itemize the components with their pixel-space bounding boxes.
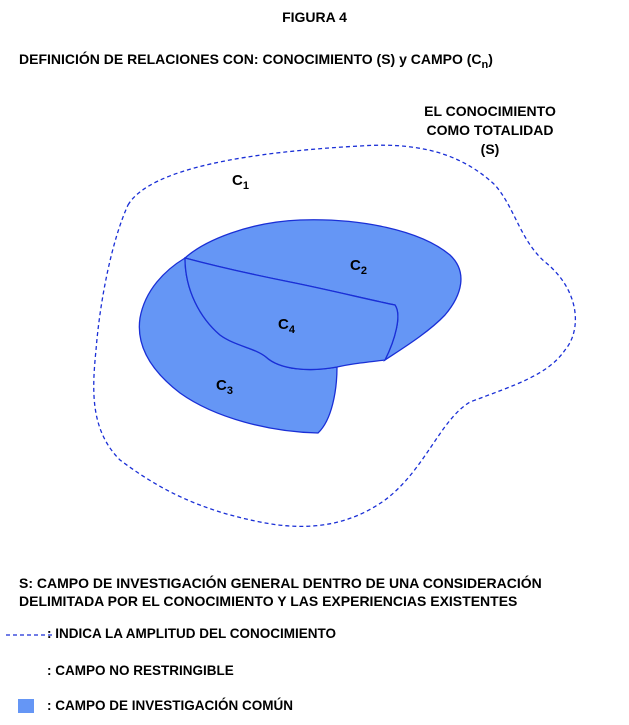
- subtitle-main: DEFINICIÓN DE RELACIONES CON: CONOCIMIEN…: [19, 51, 482, 67]
- legend-open-label: : CAMPO NO RESTRINGIBLE: [47, 663, 234, 678]
- label-c2-index: 2: [360, 265, 367, 277]
- totality-line-3: (S): [480, 141, 500, 157]
- label-c1-letter: C: [232, 172, 243, 189]
- description-text: S: CAMPO DE INVESTIGACIÓN GENERAL DENTRO…: [19, 575, 542, 609]
- label-c3-index: 3: [226, 385, 233, 397]
- region-c4: [184, 257, 399, 371]
- knowledge-totality-boundary: [93, 144, 576, 527]
- totality-label: EL CONOCIMIENTO COMO TOTALIDAD (S): [400, 102, 580, 159]
- label-c4: C4: [278, 316, 295, 336]
- label-c2: C2: [350, 257, 367, 277]
- label-c4-letter: C: [278, 316, 289, 333]
- label-c1-index: 1: [242, 180, 249, 192]
- label-c3: C3: [216, 377, 233, 397]
- figure-subtitle: DEFINICIÓN DE RELACIONES CON: CONOCIMIEN…: [19, 51, 493, 71]
- figure-title: FIGURA 4: [282, 9, 347, 25]
- label-c2-letter: C: [350, 257, 361, 274]
- label-c1: C1: [232, 172, 249, 192]
- subtitle-subscript: n: [481, 58, 489, 71]
- label-c4-index: 4: [288, 324, 295, 336]
- subtitle-close: ): [488, 51, 493, 67]
- totality-line-2: COMO TOTALIDAD: [426, 122, 554, 138]
- legend-dashed-label: : INDICA LA AMPLITUD DEL CONOCIMIENTO: [47, 626, 336, 641]
- label-c3-letter: C: [216, 377, 227, 394]
- legend-fill-label: : CAMPO DE INVESTIGACIÓN COMÚN: [47, 698, 294, 713]
- legend-dashed-swatch: [6, 634, 52, 636]
- legend-fill-swatch: [18, 699, 34, 713]
- totality-line-1: EL CONOCIMIENTO: [424, 103, 556, 119]
